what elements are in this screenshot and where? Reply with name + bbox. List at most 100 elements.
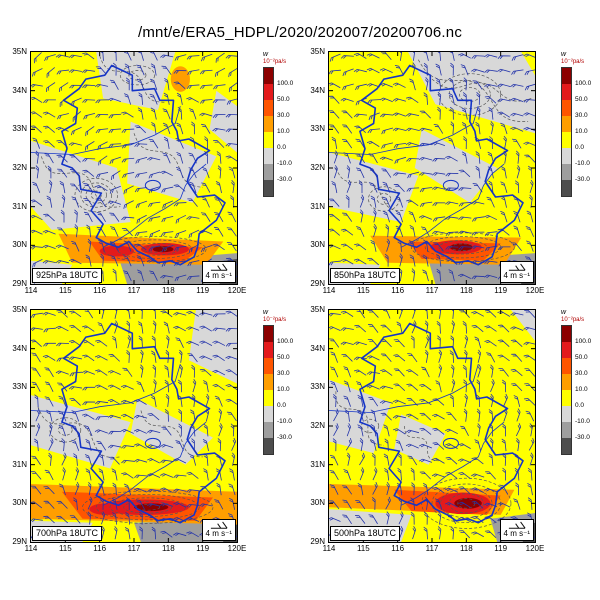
colorbar-tick-label: 10.0 [575,386,588,393]
colorbar-segment [562,374,571,390]
y-tick-label: 32N [310,421,325,430]
colorbar-segment [264,116,273,132]
colorbar-tick-label: 50.0 [575,96,588,103]
y-axis-labels: 35N 34N 33N 32N 31N 30N 29N [4,47,30,288]
x-tick-label: 115 [356,286,370,295]
figure: /mnt/e/ERA5_HDPL/2020/202007/20200706.nc… [4,24,600,555]
y-tick-label: 29N [310,279,325,288]
colorbar-tick-label: -10.0 [575,418,590,425]
colorbar-tick-label: 10.0 [575,128,588,135]
colorbar-units: 10⁻²pa/s [263,317,287,323]
wind-reference: 4 m s⁻¹ [499,519,534,541]
x-tick-label: 117 [425,286,439,295]
x-tick-label: 114 [322,286,336,295]
y-tick-label: 34N [12,343,27,353]
map-canvas [329,310,535,542]
wind-reference-label: 4 m s⁻¹ [503,529,530,539]
colorbar-segment [264,406,273,422]
x-tick-label: 118 [459,544,473,553]
x-axis-labels: 114 115 116 117 118 119 120E [25,543,260,555]
level-time-label: 850hPa 18UTC [330,268,401,283]
y-tick-label: 33N [12,124,27,134]
y-axis-labels: 35N 34N 33N 32N 31N 30N 29N [4,306,30,546]
x-tick-label: 118 [161,544,175,553]
colorbar-segment [562,100,571,116]
colorbar-segment [264,84,273,100]
colorbar-title: w [263,51,269,58]
x-tick-label: 114 [322,544,336,553]
colorbar: w 10⁻²pa/s 100.0 50.0 30.0 10.0 0.0 -10.0 -30.… [263,51,309,197]
x-tick-label: 114 [24,544,38,553]
colorbar-tick-label: 100.0 [575,80,592,87]
map-plot: 925hPa 18UTC 4 m s⁻¹ [30,51,238,285]
colorbar-tick-label: 50.0 [277,96,290,103]
colorbar-tick-label: 0.0 [575,402,585,409]
colorbar-segment [562,438,571,454]
wind-barb-icon [508,521,526,529]
colorbar-segment [264,438,273,454]
colorbar-segment [562,84,571,100]
colorbar: w 10⁻²pa/s 100.0 50.0 30.0 10.0 0.0 -10.0 -30.… [561,309,600,455]
panel-mid: 700hPa 18UTC 4 m s⁻¹ 114 115 116 117 118 119 1… [25,309,260,555]
province-boundary [61,64,226,266]
y-tick-label: 35N [12,47,27,56]
colorbar-segment [264,180,273,196]
province-boundary [359,322,524,524]
colorbar-tick-label: -30.0 [277,434,292,441]
y-tick-label: 30N [12,498,27,508]
map-canvas [31,310,237,542]
colorbar-scale: 100.0 50.0 30.0 10.0 0.0 -10.0 -30.0 [263,67,293,197]
y-tick-label: 32N [310,163,325,172]
y-tick-label: 30N [12,240,27,250]
colorbar-segment [264,132,273,148]
y-tick-label: 34N [310,343,325,353]
colorbar-tick-label: -10.0 [277,418,292,425]
y-tick-label: 31N [12,459,27,469]
x-tick-label: 120E [227,286,247,295]
wind-reference: 4 m s⁻¹ [201,261,236,283]
wind-reference-label: 4 m s⁻¹ [205,271,232,281]
colorbar-segment [264,326,273,342]
colorbar-tick-label: 30.0 [277,112,290,119]
colorbar-tick-label: -10.0 [575,160,590,167]
colorbar-segment [562,68,571,84]
colorbar-tick-label: 50.0 [575,354,588,361]
y-axis-labels: 35N 34N 33N 32N 31N 30N 29N [302,306,328,546]
x-tick-label: 117 [127,544,141,553]
colorbar-title: w [561,309,567,316]
panel-mid: 925hPa 18UTC 4 m s⁻¹ 114 115 116 117 118 119 1… [25,51,260,297]
x-tick-label: 120E [525,286,545,295]
wind-barb-icon [210,263,228,271]
colorbar-segment [562,116,571,132]
wind-barb-icon [210,521,228,529]
colorbar-segment [562,342,571,358]
colorbar-tick-label: 100.0 [277,338,294,345]
colorbar: w 10⁻²pa/s 100.0 50.0 30.0 10.0 0.0 -10.0 -30.… [561,51,600,197]
colorbar-tick-label: 0.0 [575,144,585,151]
wind-reference-label: 4 m s⁻¹ [503,271,530,281]
y-axis-labels: 35N 34N 33N 32N 31N 30N 29N [302,47,328,288]
wind-barb-icon [508,263,526,271]
x-tick-label: 118 [459,286,473,295]
y-tick-label: 30N [310,240,325,250]
level-time-label: 500hPa 18UTC [330,526,401,541]
colorbar-units: 10⁻²pa/s [561,317,585,323]
colorbar-scale: 100.0 50.0 30.0 10.0 0.0 -10.0 -30.0 [263,325,293,455]
map-plot: 700hPa 18UTC 4 m s⁻¹ [30,309,238,543]
colorbar-segment [562,406,571,422]
map-plot: 850hPa 18UTC 4 m s⁻¹ [328,51,536,285]
panel-700hpa: 35N 34N 33N 32N 31N 30N 29N 700hPa 18UTC 4 m s… [4,306,298,555]
y-tick-label: 31N [310,459,325,469]
y-tick-label: 33N [12,382,27,392]
colorbar-segment [562,148,571,164]
colorbar-segment [562,390,571,406]
map-plot: 500hPa 18UTC 4 m s⁻¹ [328,309,536,543]
x-tick-label: 116 [93,544,107,553]
map-canvas [31,52,237,284]
colorbar-tick-label: -30.0 [575,434,590,441]
y-tick-label: 35N [310,47,325,56]
y-tick-label: 33N [310,382,325,392]
x-tick-label: 115 [58,286,72,295]
colorbar-segment [264,342,273,358]
figure-title: /mnt/e/ERA5_HDPL/2020/202007/20200706.nc [137,24,463,41]
